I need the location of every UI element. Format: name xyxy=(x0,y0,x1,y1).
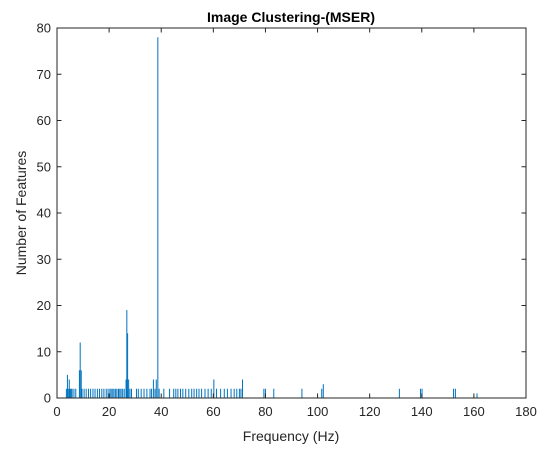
y-tick-label: 70 xyxy=(37,67,51,82)
y-tick-label: 50 xyxy=(37,159,51,174)
y-axis-label: Number of Features xyxy=(13,151,29,276)
x-tick-label: 0 xyxy=(53,404,60,419)
y-tick-label: 60 xyxy=(37,113,51,128)
x-tick-label: 180 xyxy=(515,404,537,419)
y-tick-label: 80 xyxy=(37,21,51,36)
x-axis-label: Frequency (Hz) xyxy=(243,428,339,444)
y-tick-label: 0 xyxy=(44,391,51,406)
x-tick-label: 60 xyxy=(206,404,220,419)
y-tick-label: 10 xyxy=(37,344,51,359)
x-tick-label: 20 xyxy=(102,404,116,419)
x-tick-label: 160 xyxy=(463,404,485,419)
x-tick-label: 120 xyxy=(359,404,381,419)
plot-frame xyxy=(56,27,527,399)
axis-ticks: 0 20 40 60 80 100 120 140 160 180 0 10 20 30 40 50 60 70 8… xyxy=(37,21,537,420)
y-tick-label: 20 xyxy=(37,298,51,313)
chart-title: Image Clustering-(MSER) xyxy=(207,9,375,25)
plot-area xyxy=(57,28,526,398)
x-tick-label: 80 xyxy=(258,404,272,419)
y-tick-label: 40 xyxy=(37,206,51,221)
data-bars xyxy=(65,37,478,398)
x-tick-label: 100 xyxy=(307,404,329,419)
x-tick-label: 140 xyxy=(411,404,433,419)
y-tick-label: 30 xyxy=(37,252,51,267)
x-tick-label: 40 xyxy=(154,404,168,419)
